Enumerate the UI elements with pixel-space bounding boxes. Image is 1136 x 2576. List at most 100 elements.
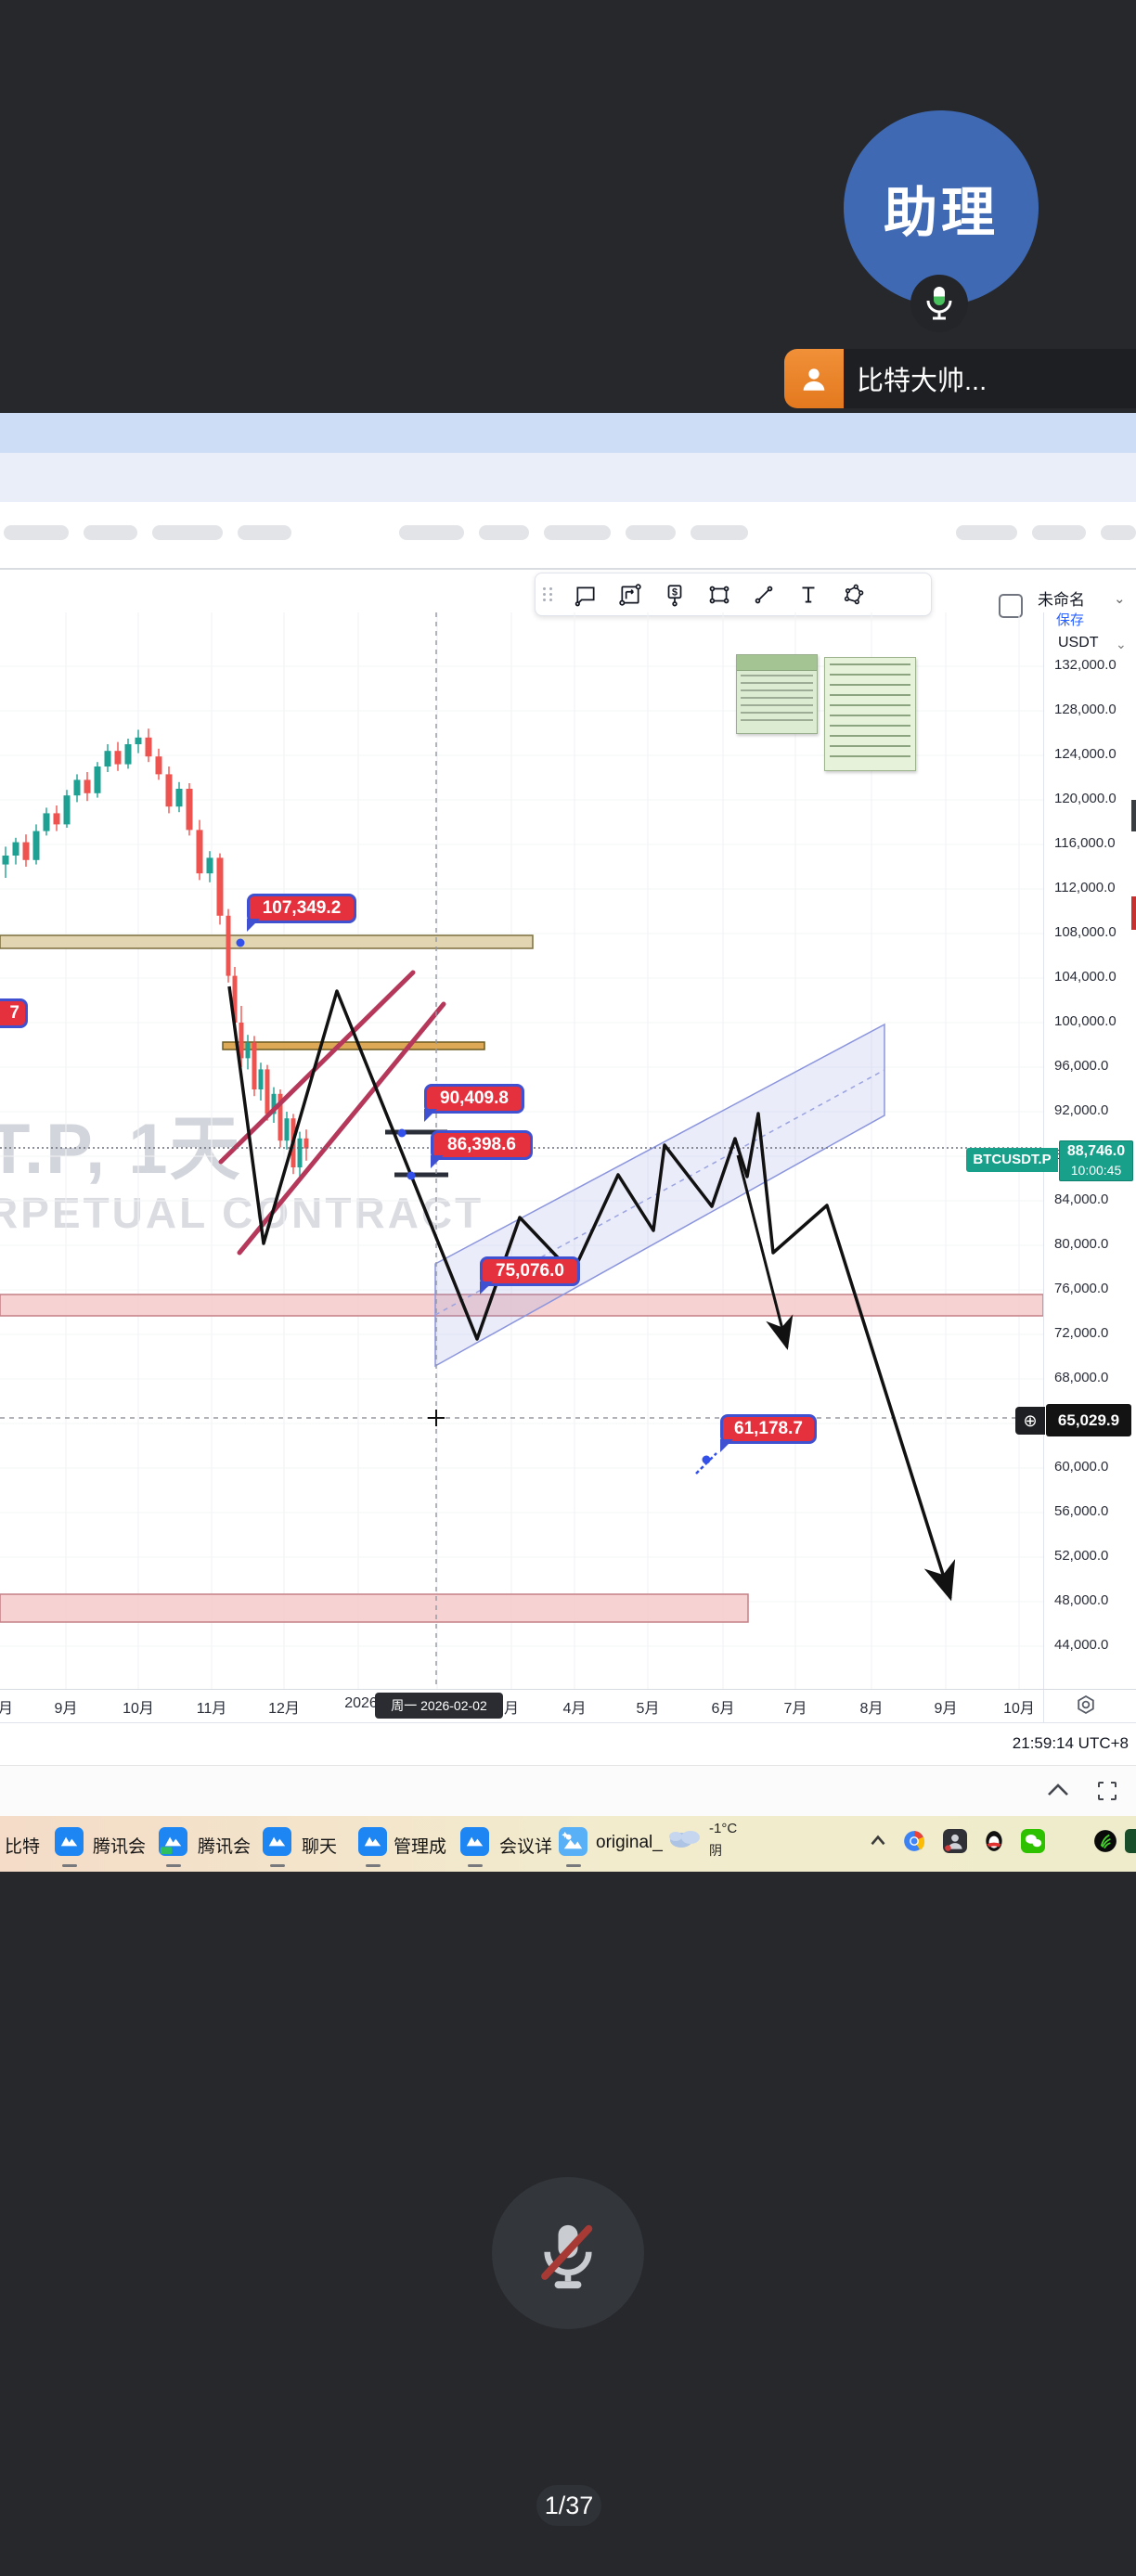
assistant-avatar[interactable]: 助理 <box>844 110 1039 305</box>
price-flag[interactable]: 86,398.6 <box>431 1130 533 1168</box>
price-axis-tick: 96,000.0 <box>1054 1058 1109 1074</box>
browser-tab-strip <box>0 413 1136 453</box>
browser-icon[interactable] <box>902 1829 926 1853</box>
tencent-meeting-icon[interactable] <box>263 1827 291 1856</box>
time-axis-tick: 8月 <box>859 1701 884 1717</box>
bookmark-blob <box>84 525 137 540</box>
currency-selector[interactable]: USDT <box>1058 635 1099 650</box>
qq-icon[interactable] <box>982 1829 1006 1853</box>
weather-temperature[interactable]: -1°C <box>709 1821 738 1836</box>
bookmark-blob <box>4 525 69 540</box>
bookmark-blob <box>1032 525 1086 540</box>
browser-address-strip <box>0 453 1136 503</box>
weather-cloud-icon[interactable] <box>665 1822 705 1853</box>
sticky-note[interactable] <box>736 654 818 734</box>
assistant-avatar-label: 助理 <box>883 183 999 243</box>
drawing-toolbar: $ <box>535 573 932 616</box>
crosshair-plus-icon[interactable]: ⊕ <box>1015 1407 1045 1435</box>
price-axis-tick: 56,000.0 <box>1054 1503 1109 1519</box>
chart-note-icon[interactable] <box>616 581 644 609</box>
running-indicator <box>166 1864 181 1867</box>
time-axis-tick: 10月 <box>123 1701 154 1717</box>
price-axis-tick: 128,000.0 <box>1054 702 1117 717</box>
rectangle-icon[interactable] <box>705 581 733 609</box>
trend-line-icon[interactable] <box>750 581 778 609</box>
time-axis-tick: 11月 <box>196 1701 227 1717</box>
drag-handle-icon[interactable] <box>543 587 553 601</box>
running-indicator <box>366 1864 381 1867</box>
time-axis-tick: 5月 <box>636 1701 660 1717</box>
crosshair-price-badge: 65,029.9 <box>1046 1404 1131 1436</box>
layout-name[interactable]: 未命名 <box>1038 591 1085 609</box>
taskbar-item-label[interactable]: original_ <box>596 1833 663 1852</box>
price-axis-tick: 108,000.0 <box>1054 924 1117 940</box>
running-indicator <box>270 1864 285 1867</box>
taskbar-item-label[interactable]: 腾讯会 <box>93 1837 147 1857</box>
bookmark-blob <box>691 525 748 540</box>
price-flag[interactable]: 107,349.2 <box>247 894 356 932</box>
scrollbar-fragment <box>1131 800 1136 831</box>
save-button[interactable]: 保存 <box>1056 612 1085 628</box>
taskbar-item-label[interactable]: 腾讯会 <box>198 1837 252 1857</box>
bookmark-blob <box>626 525 676 540</box>
axis-divider <box>0 1689 1136 1690</box>
bookmark-blob <box>238 525 291 540</box>
page-indicator: 1/37 <box>536 2485 601 2526</box>
price-axis-tick: 104,000.0 <box>1054 969 1117 985</box>
taskbar-item-partial[interactable]: 比特 <box>5 1837 41 1857</box>
mic-level-icon <box>910 275 968 332</box>
symbol-watermark: T.P, 1天 <box>0 1110 242 1189</box>
tencent-meeting-icon[interactable] <box>358 1827 387 1856</box>
participant-name-bar[interactable]: 比特大帅... <box>784 349 1136 408</box>
price-tag-icon[interactable]: $ <box>661 581 689 609</box>
text-tool-icon[interactable] <box>794 581 822 609</box>
participant-avatar-icon <box>784 349 844 408</box>
chevron-down-icon[interactable]: ⌄ <box>1114 591 1126 607</box>
price-axis-tick: 100,000.0 <box>1054 1013 1117 1029</box>
polygon-icon[interactable] <box>839 581 867 609</box>
svg-text:$: $ <box>672 586 678 598</box>
bookmark-blob <box>152 525 223 540</box>
mute-microphone-button[interactable] <box>492 2177 644 2329</box>
bookmark-blob <box>544 525 611 540</box>
last-price: 88,746.0 <box>1066 1143 1126 1159</box>
chevron-up-icon[interactable] <box>866 1829 890 1853</box>
time-axis-tick: 6月 <box>711 1701 735 1717</box>
weather-condition[interactable]: 阴 <box>709 1843 722 1858</box>
axis-settings-icon[interactable] <box>1075 1694 1097 1720</box>
scrollbar-fragment <box>1131 896 1136 930</box>
tencent-meeting-icon[interactable] <box>159 1827 187 1856</box>
comment-icon[interactable] <box>572 581 600 609</box>
taskbar-item-label[interactable]: 聊天 <box>302 1837 338 1857</box>
partial-tray-icon[interactable] <box>1125 1829 1136 1853</box>
chevron-down-icon[interactable]: ⌄ <box>1116 637 1127 651</box>
time-axis-tick: 7月 <box>783 1701 807 1717</box>
price-axis-tick: 68,000.0 <box>1054 1370 1109 1385</box>
fullscreen-icon[interactable] <box>1095 1780 1119 1807</box>
price-axis-tick: 116,000.0 <box>1054 835 1116 851</box>
price-flag[interactable]: 61,178.7 <box>720 1414 817 1452</box>
price-flag[interactable]: 75,076.0 <box>480 1256 580 1294</box>
price-flag-partial[interactable]: 7 <box>0 998 28 1028</box>
time-axis-tick: 2026 <box>344 1695 378 1711</box>
bookmark-blob <box>1101 525 1136 540</box>
price-flag[interactable]: 90,409.8 <box>424 1084 524 1122</box>
price-axis-tick: 112,000.0 <box>1054 880 1116 895</box>
sticky-note[interactable] <box>824 657 916 771</box>
time-axis-tick: 10月 <box>1003 1701 1035 1717</box>
razer-icon[interactable] <box>1093 1829 1117 1853</box>
chart-clock[interactable]: 21:59:14 UTC+8 <box>1012 1734 1129 1752</box>
price-axis-tick: 124,000.0 <box>1054 746 1117 762</box>
taskbar-item-label[interactable]: 管理成 <box>394 1837 447 1857</box>
price-axis-tick: 92,000.0 <box>1054 1102 1109 1118</box>
tencent-meeting-icon[interactable] <box>55 1827 84 1856</box>
time-axis-tick: 月 <box>0 1701 14 1717</box>
photo-app-icon[interactable] <box>559 1827 587 1856</box>
contact-icon[interactable] <box>943 1829 967 1853</box>
collapse-chevron-icon[interactable] <box>1043 1780 1073 1805</box>
bookmark-blob <box>479 525 529 540</box>
taskbar-item-label[interactable]: 会议详 <box>499 1837 553 1857</box>
wechat-icon[interactable] <box>1021 1829 1045 1853</box>
tencent-meeting-icon[interactable] <box>460 1827 489 1856</box>
